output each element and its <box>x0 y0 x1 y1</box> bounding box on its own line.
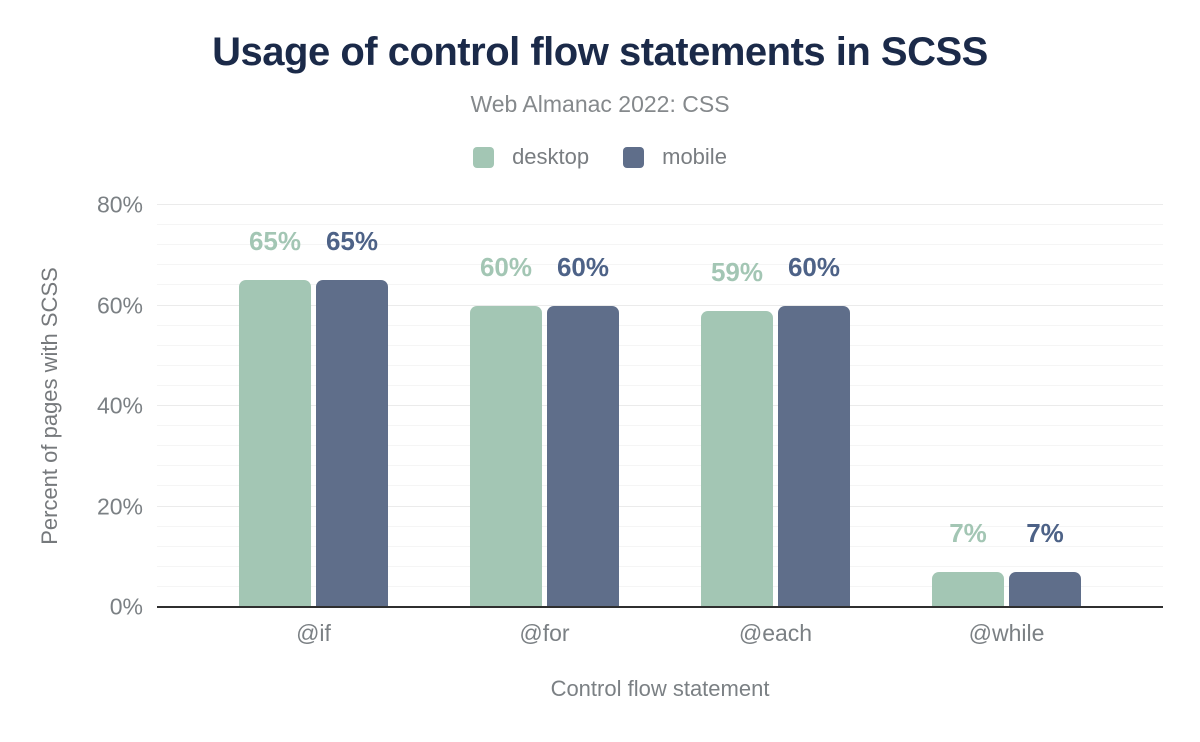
minor-gridline <box>157 384 1163 386</box>
bar-value-label: 60% <box>479 251 533 282</box>
minor-gridline <box>157 425 1163 427</box>
desktop-bar-if[interactable]: 65% <box>239 228 311 607</box>
minor-gridline <box>157 525 1163 527</box>
legend-label: mobile <box>662 144 727 169</box>
legend-swatch-icon <box>473 146 495 168</box>
bar-value-label: 60% <box>787 251 841 282</box>
x-axis-labels: @if @for @each @while <box>157 620 1163 647</box>
minor-gridline <box>157 445 1163 447</box>
y-axis-ticks: 0% 20% 40% 60% 80% <box>0 192 143 620</box>
chart-subtitle: Web Almanac 2022: CSS <box>470 91 730 117</box>
minor-gridline <box>157 224 1163 226</box>
major-gridline <box>157 304 1163 306</box>
major-gridline <box>157 505 1163 507</box>
bar-groups: 65% 65% 60% 60% 59% 60% 7% 7% <box>157 205 1163 607</box>
minor-gridline <box>157 264 1163 266</box>
bar-group-for: 60% 60% <box>429 205 660 607</box>
legend-swatch-icon <box>623 146 645 168</box>
chart-title: Usage of control flow statements in SCSS <box>212 30 988 74</box>
minor-gridline <box>157 545 1163 547</box>
mobile-bar-for[interactable]: 60% <box>547 254 619 607</box>
x-axis-line <box>157 606 1163 608</box>
bar-value-label: 65% <box>325 226 379 257</box>
bar-value-label: 59% <box>710 256 764 287</box>
bar-group-if: 65% 65% <box>198 205 429 607</box>
minor-gridline <box>157 244 1163 246</box>
y-tick-label: 80% <box>96 191 143 218</box>
mobile-bar-each[interactable]: 60% <box>778 254 850 607</box>
desktop-bar-while[interactable]: 7% <box>932 520 1004 607</box>
bar-value-label: 60% <box>556 251 610 282</box>
minor-gridline <box>157 324 1163 326</box>
bar-value-label: 65% <box>248 226 302 257</box>
y-tick-label: 40% <box>96 392 143 419</box>
bar-group-each: 59% 60% <box>660 205 891 607</box>
bar-value-label: 7% <box>949 517 987 548</box>
minor-gridline <box>157 485 1163 487</box>
minor-gridline <box>157 284 1163 286</box>
mobile-bar-if[interactable]: 65% <box>316 228 388 607</box>
x-tick-label-for: @for <box>519 620 570 646</box>
plot-area: 65% 65% 60% 60% 59% 60% 7% 7% <box>157 204 1163 608</box>
bar-value-label: 7% <box>1026 517 1064 548</box>
legend: desktop mobile <box>0 144 1200 170</box>
legend-label: desktop <box>512 144 590 169</box>
x-axis-title: Control flow statement <box>550 676 770 701</box>
minor-gridline <box>157 585 1163 587</box>
minor-gridline <box>157 565 1163 567</box>
legend-item-desktop[interactable]: desktop <box>473 144 589 170</box>
minor-gridline <box>157 344 1163 346</box>
y-tick-label: 20% <box>96 493 143 519</box>
mobile-bar-while[interactable]: 7% <box>1009 520 1081 607</box>
x-tick-label-while: @while <box>968 620 1045 646</box>
legend-item-mobile[interactable]: mobile <box>623 144 727 170</box>
minor-gridline <box>157 364 1163 366</box>
desktop-bar-for[interactable]: 60% <box>470 254 542 607</box>
x-tick-label-each: @each <box>738 620 813 646</box>
major-gridline <box>157 405 1163 406</box>
desktop-bar-each[interactable]: 59% <box>701 259 773 607</box>
minor-gridline <box>157 465 1163 467</box>
x-tick-label-if: @if <box>296 620 331 646</box>
bar-group-while: 7% 7% <box>891 205 1122 607</box>
y-tick-label: 60% <box>96 292 143 318</box>
y-tick-label: 0% <box>109 593 143 620</box>
major-gridline <box>157 204 1163 205</box>
